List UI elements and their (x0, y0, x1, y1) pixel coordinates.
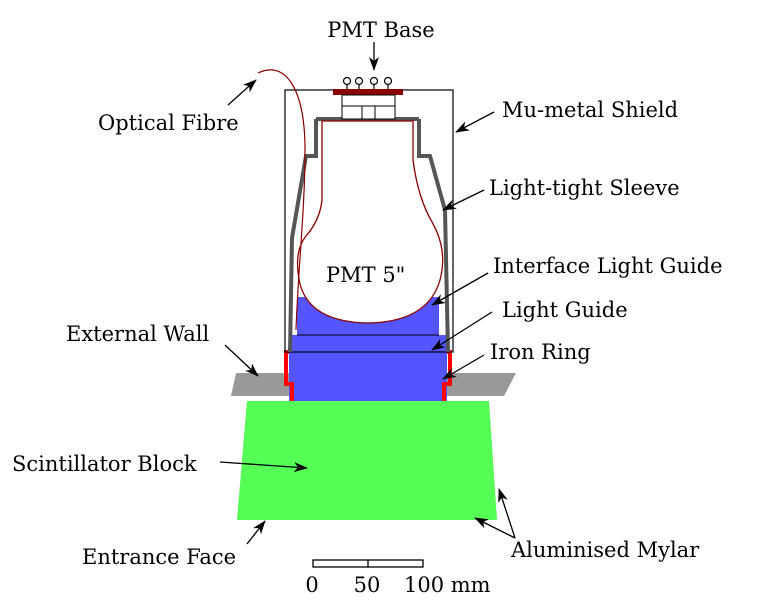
arrow-light-tight-sleeve (442, 189, 485, 211)
pmt-base-socket-inner (361, 105, 376, 120)
arrow-mu-metal-shield (455, 111, 495, 133)
label-scintillator-block: Scintillator Block (12, 452, 197, 476)
pmt-base-pins (342, 76, 393, 89)
scale-tick-0: 0 (305, 573, 318, 597)
arrow-light-guide (431, 311, 493, 351)
label-mu-metal-shield: Mu-metal Shield (502, 98, 678, 122)
arrow-optical-fibre (227, 79, 257, 106)
arrow-entrance-face (246, 520, 266, 545)
label-aluminised-mylar: Aluminised Mylar (510, 538, 700, 562)
scale-bar (312, 559, 424, 568)
light-tight-sleeve-right (417, 119, 450, 353)
arrow-mylar-bottom (474, 517, 516, 539)
label-light-tight-sleeve: Light-tight Sleeve (489, 176, 680, 200)
label-light-guide: Light Guide (502, 298, 628, 322)
label-external-wall: External Wall (66, 322, 210, 346)
label-iron-ring: Iron Ring (490, 340, 591, 364)
label-entrance-face: Entrance Face (82, 545, 236, 569)
scale-tick-100: 100 mm (404, 573, 491, 597)
light-tight-sleeve-left (288, 119, 318, 353)
arrow-mylar-side (498, 488, 516, 539)
label-pmt: PMT 5" (326, 263, 405, 287)
label-optical-fibre: Optical Fibre (98, 111, 239, 135)
light-guide (289, 335, 447, 401)
leader-arrows (219, 42, 516, 545)
label-pmt-base: PMT Base (327, 18, 434, 42)
arrow-scintillator-block (219, 461, 308, 473)
pmt-envelope (296, 120, 444, 324)
arrow-external-wall (224, 344, 259, 377)
scintillator-block (237, 401, 497, 520)
label-interface-light-guide: Interface Light Guide (493, 254, 723, 278)
arrow-interface-light-guide (431, 272, 489, 306)
arrow-iron-ring (442, 354, 485, 380)
optical-fibre (257, 69, 306, 331)
pmt-base-plate (333, 89, 403, 95)
scale-tick-50: 50 (354, 573, 381, 597)
